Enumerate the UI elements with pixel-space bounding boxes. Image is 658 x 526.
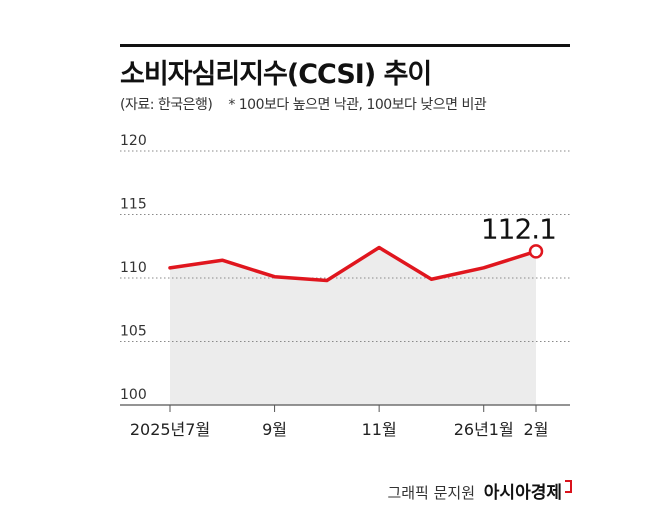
x-tick-label: 11월 xyxy=(362,420,397,439)
top-rule xyxy=(120,44,570,47)
x-tick-label: 2025년7월 xyxy=(130,420,210,439)
note-label: * 100보다 높으면 낙관, 100보다 낮으면 비관 xyxy=(228,97,487,113)
source-label: (자료: 한국은행) xyxy=(120,97,213,113)
brand-logo-icon xyxy=(565,480,572,493)
y-tick-label: 110 xyxy=(120,260,147,276)
brand-label: 아시아경제 xyxy=(483,483,562,503)
chart-subtitle: (자료: 한국은행) * 100보다 높으면 낙관, 100보다 낮으면 비관 xyxy=(120,94,487,114)
y-tick-label: 105 xyxy=(120,324,147,340)
area-fill xyxy=(170,247,536,405)
x-tick-label: 9월 xyxy=(262,420,287,439)
x-tick-label: 2월 xyxy=(524,420,549,439)
y-tick-label: 115 xyxy=(120,197,147,213)
credit-label: 그래픽 문지원 xyxy=(387,484,476,502)
chart-title: 소비자심리지수(CCSI) 추이 xyxy=(120,59,432,90)
x-tick-label: 26년1월 xyxy=(454,420,514,439)
end-value-label: 112.1 xyxy=(481,212,556,245)
end-point-marker xyxy=(528,244,544,259)
y-tick-label: 120 xyxy=(120,133,147,149)
series-line xyxy=(168,245,538,283)
credit: 그래픽 문지원 아시아경제 xyxy=(387,478,572,503)
y-tick-label: 100 xyxy=(120,387,147,403)
